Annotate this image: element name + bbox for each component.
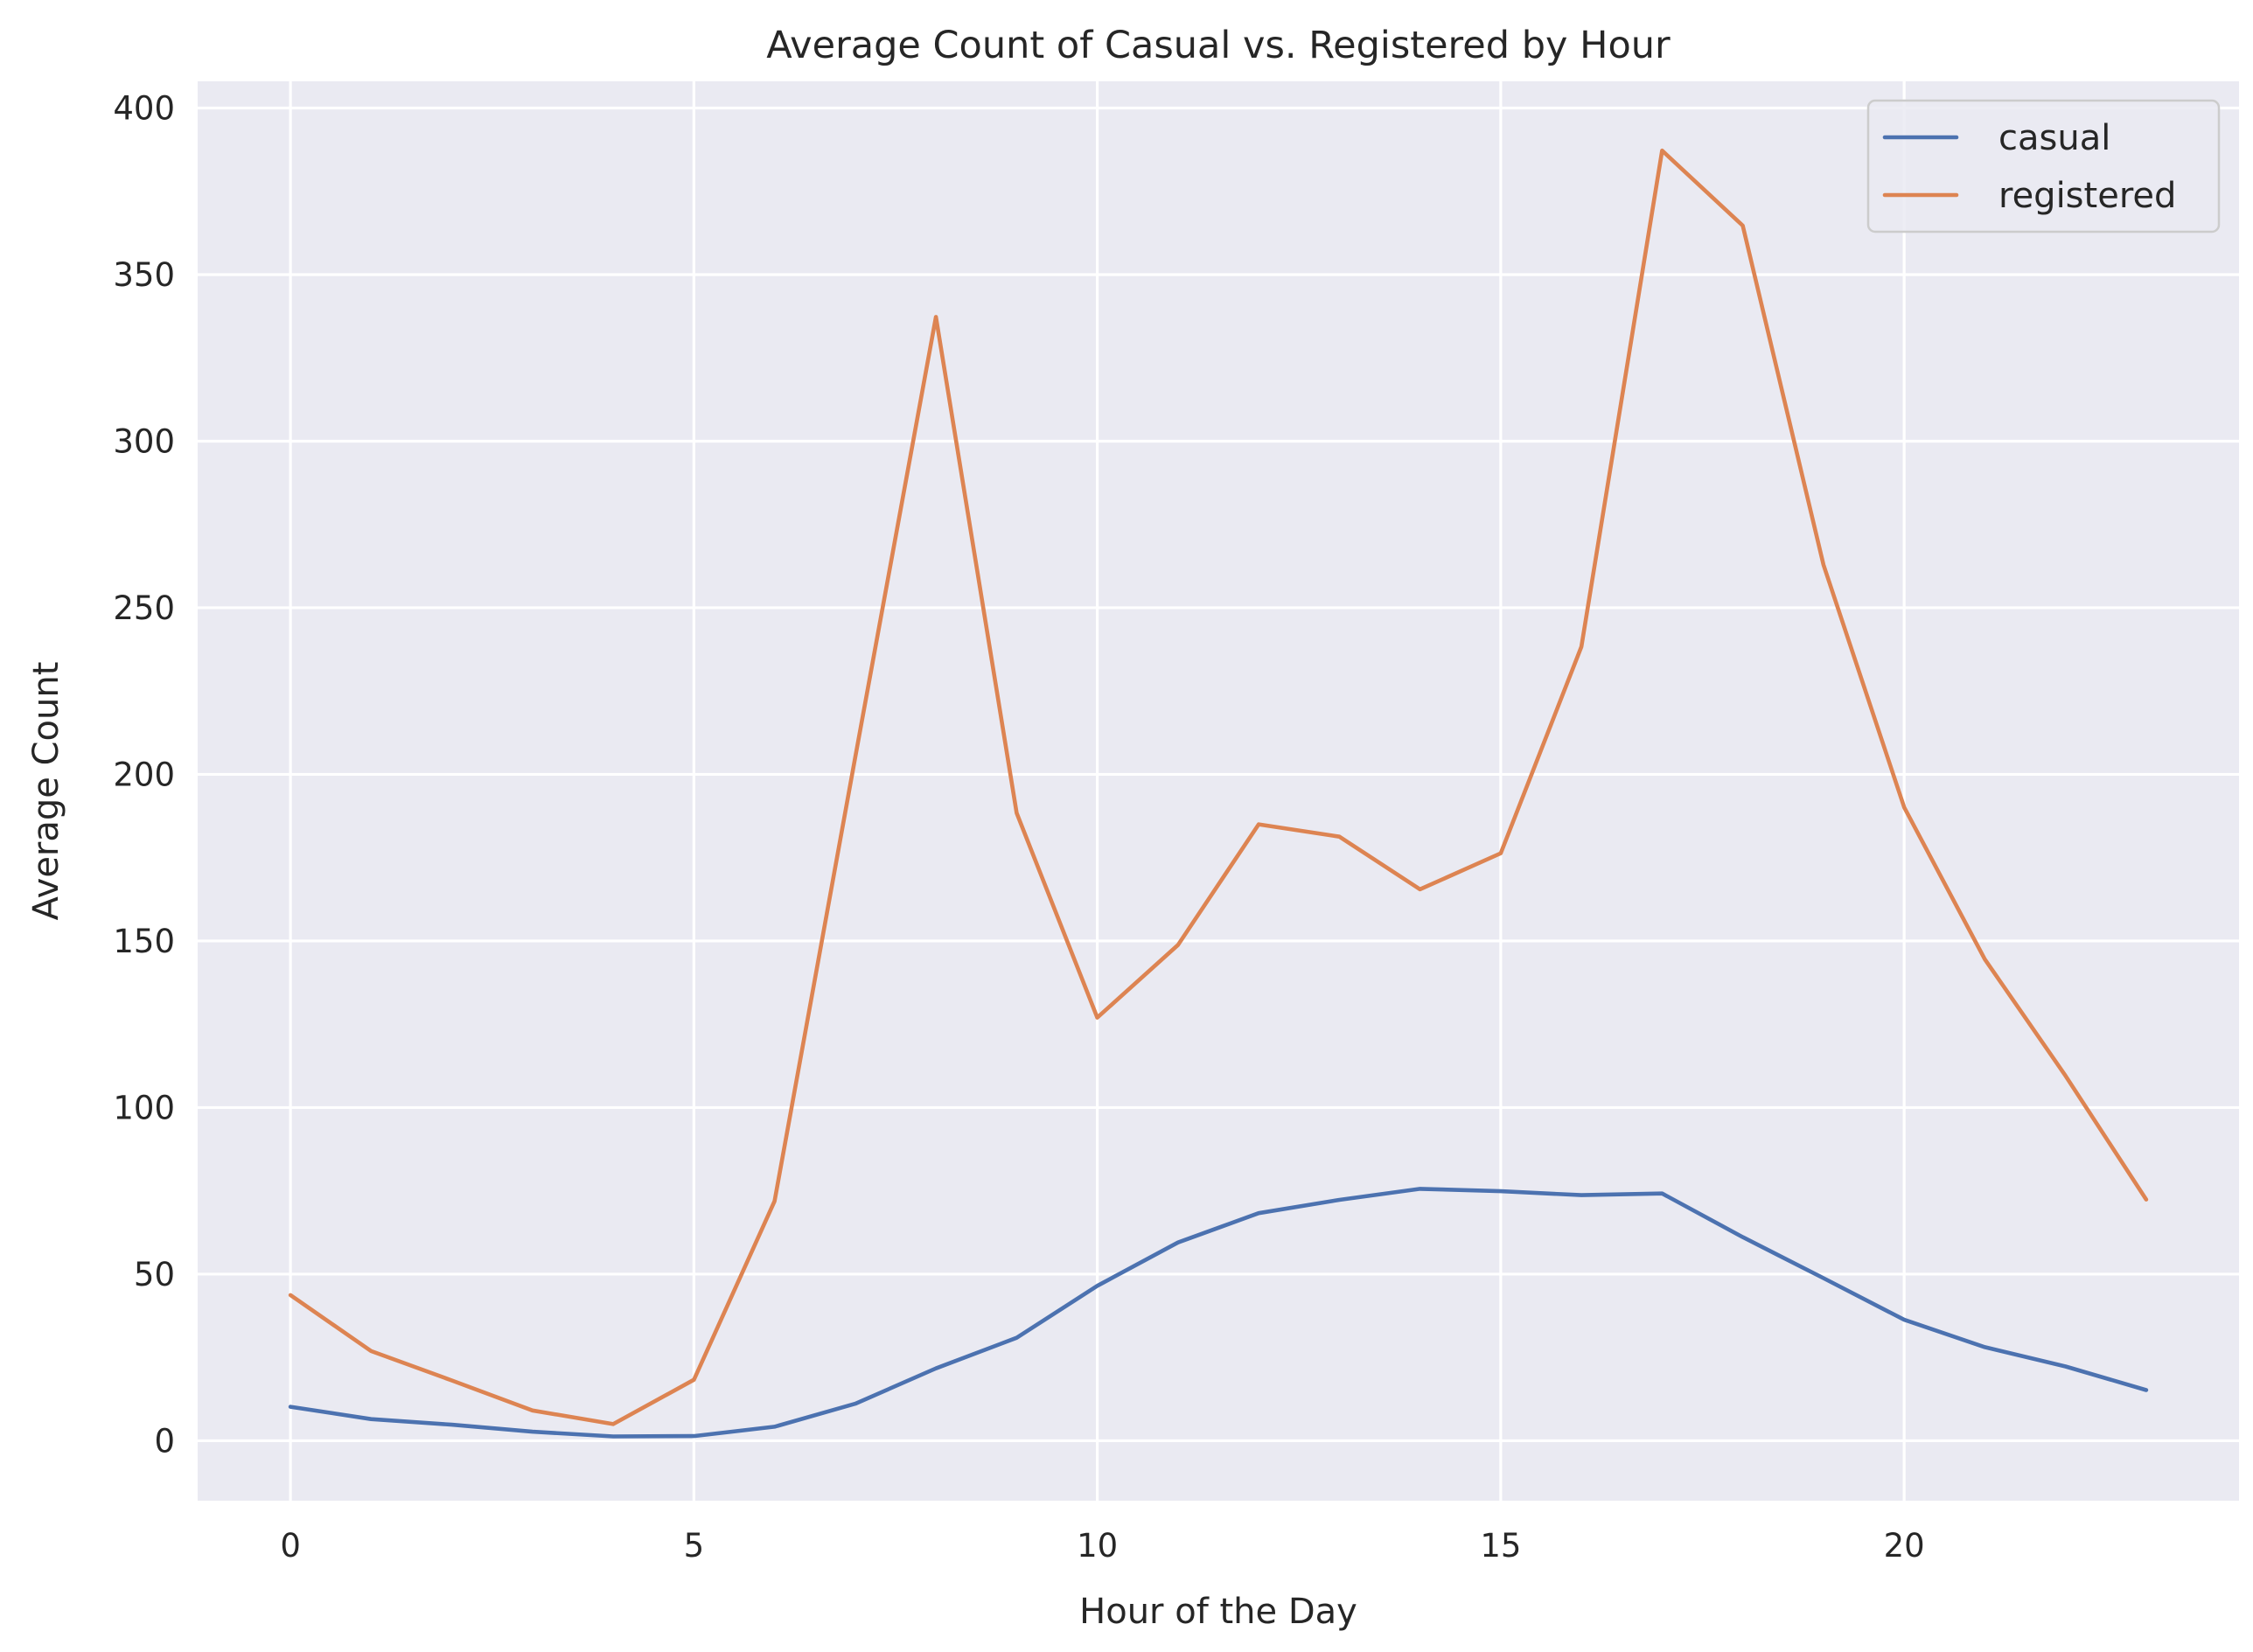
y-tick-label: 200 [113, 756, 175, 793]
y-tick-labels: 0 50 100 150 200 250 300 350 400 [113, 89, 175, 1460]
y-tick-label: 400 [113, 89, 175, 127]
x-tick-label: 15 [1480, 1527, 1521, 1565]
series-line-registered [288, 148, 2149, 1426]
legend-label-casual: casual [1998, 118, 2110, 158]
x-tick-label: 20 [1884, 1527, 1925, 1565]
plot-area [198, 81, 2239, 1501]
y-tick-label: 100 [113, 1089, 175, 1126]
y-tick-label: 150 [113, 923, 175, 960]
legend: casual registered [1866, 99, 2221, 234]
y-tick-label: 350 [113, 256, 175, 294]
y-axis-title: Average Count [26, 662, 66, 921]
series-lines [288, 148, 2149, 1439]
x-tick-label: 0 [280, 1527, 301, 1565]
legend-label-registered: registered [1998, 176, 2176, 216]
series-line-casual [288, 1187, 2149, 1439]
x-tick-label: 10 [1077, 1527, 1118, 1565]
x-tick-label: 5 [684, 1527, 705, 1565]
x-tick-labels: 0 5 10 15 20 [280, 1527, 1924, 1565]
y-tick-label: 300 [113, 422, 175, 460]
y-tick-label: 50 [134, 1256, 175, 1293]
legend-box [1866, 99, 2221, 234]
x-axis-title: Hour of the Day [1079, 1592, 1357, 1632]
y-tick-label: 250 [113, 589, 175, 627]
y-tick-label: 0 [154, 1422, 175, 1460]
chart-title: Average Count of Casual vs. Registered b… [766, 24, 1671, 67]
